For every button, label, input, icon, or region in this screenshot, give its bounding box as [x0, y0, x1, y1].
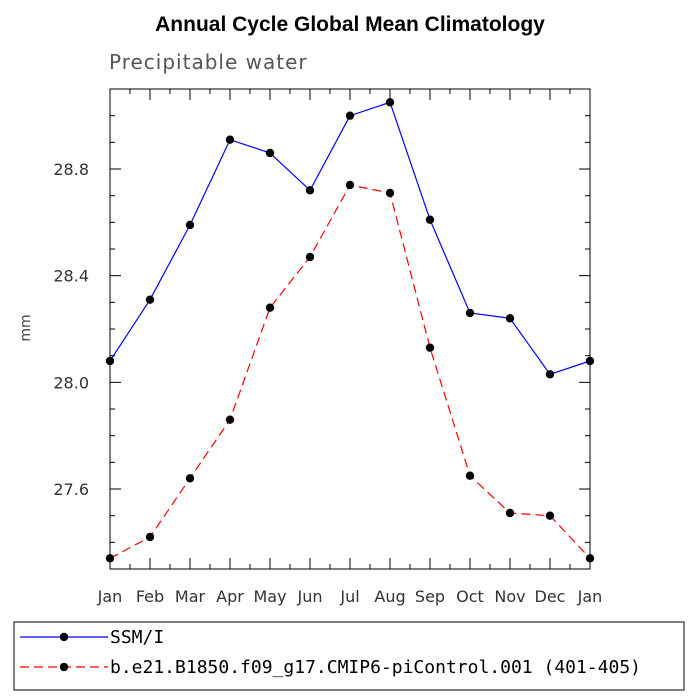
data-point — [505, 508, 515, 518]
data-point — [225, 415, 235, 424]
data-point — [265, 303, 275, 312]
x-tick-label: Jan — [577, 587, 603, 606]
y-axis-label: mm — [18, 314, 34, 341]
legend: SSM/I b.e21.B1850.f09_g17.CMIP6-piControl… — [20, 627, 641, 678]
chart-title: Annual Cycle Global Mean Climatology — [155, 13, 545, 36]
y-tick-label: 27.6 — [53, 480, 89, 499]
plot-series — [105, 98, 595, 563]
data-point — [545, 511, 555, 520]
data-point — [265, 148, 275, 158]
series-line-0 — [109, 101, 591, 376]
chart-subtitle: Precipitable water — [109, 50, 308, 74]
data-point — [145, 532, 155, 542]
data-point — [145, 295, 155, 304]
data-point — [465, 471, 475, 480]
data-point — [545, 370, 555, 379]
x-tick-label: Dec — [535, 587, 566, 606]
x-tick-label: Nov — [494, 587, 525, 606]
data-point — [425, 215, 435, 224]
legend-box — [13, 621, 685, 691]
legend-label: SSM/I — [110, 627, 164, 648]
data-point — [185, 474, 195, 483]
data-point — [305, 186, 315, 195]
x-tick-label: Oct — [456, 587, 484, 606]
legend-swatch-marker — [59, 662, 69, 672]
data-point — [105, 554, 115, 563]
x-tick-label: Apr — [216, 587, 244, 606]
data-point — [385, 188, 395, 198]
x-tick-label: Jun — [297, 587, 323, 606]
data-point — [345, 111, 355, 120]
axis-ticks — [109, 88, 591, 570]
data-point — [585, 554, 595, 563]
x-tick-label: Aug — [374, 587, 405, 606]
x-tick-label: Jan — [97, 587, 123, 606]
y-tick-label: 28.0 — [53, 373, 89, 392]
data-point — [185, 220, 195, 230]
y-tick-label: 28.4 — [53, 267, 89, 286]
y-tick-labels: 27.6 28.0 28.4 28.8 — [53, 160, 89, 499]
data-point — [345, 180, 355, 190]
x-tick-label: Feb — [136, 587, 164, 606]
legend-label: b.e21.B1850.f09_g17.CMIP6-piControl.001 … — [110, 657, 641, 678]
data-point — [385, 98, 395, 107]
x-tick-label: May — [253, 587, 286, 606]
legend-swatch-marker — [59, 632, 69, 642]
data-point — [105, 356, 115, 366]
data-point — [465, 308, 475, 318]
data-point — [305, 252, 315, 262]
data-point — [225, 135, 235, 144]
x-tick-label: Sep — [415, 587, 445, 606]
data-point — [505, 314, 515, 323]
data-point — [585, 356, 595, 366]
x-tick-label: Jul — [339, 587, 359, 606]
y-tick-label: 28.8 — [53, 160, 89, 179]
x-tick-label: Mar — [175, 587, 206, 606]
data-point — [425, 343, 435, 352]
x-tick-labels: Jan Feb Mar Apr May Jun Jul Aug Sep Oct Nov Dec Jan — [97, 587, 603, 606]
